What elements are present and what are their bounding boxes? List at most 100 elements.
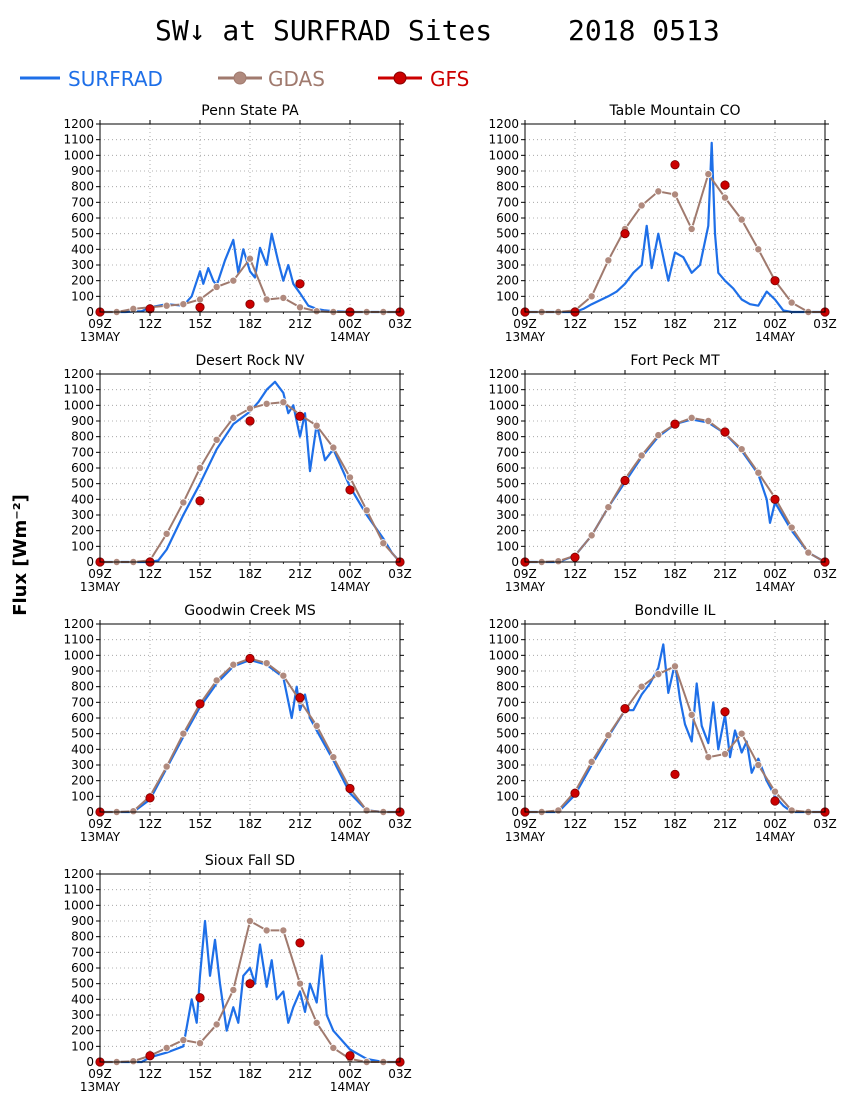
gdas-point <box>637 451 646 460</box>
gdas-point <box>554 557 563 566</box>
y-tick-label: 0 <box>86 305 94 319</box>
plot-frame-table-mountain-co <box>524 123 826 313</box>
panel-title-table-mountain-co: Table Mountain CO <box>608 103 740 119</box>
y-axis-label: Flux [Wm⁻²] <box>10 494 31 616</box>
gdas-point <box>229 413 238 422</box>
y-tick-label: 500 <box>71 977 94 991</box>
legend-surfrad-label: SURFRAD <box>68 67 163 91</box>
gfs-point <box>145 793 155 803</box>
x-tick-label: 09Z <box>88 317 112 331</box>
gdas-point <box>312 307 321 316</box>
y-tick-label: 900 <box>71 914 94 928</box>
gdas-point <box>262 295 271 304</box>
gfs-point <box>720 707 730 717</box>
gdas-point <box>295 979 304 988</box>
gfs-point <box>195 302 205 312</box>
x-date-label: 13MAY <box>80 580 121 594</box>
x-tick-label: 03Z <box>813 817 837 831</box>
panel-title-sioux-fall-sd: Sioux Fall SD <box>205 853 295 869</box>
x-tick-label: 21Z <box>288 1067 312 1081</box>
legend-gfs-marker <box>393 71 407 85</box>
gdas-point <box>279 671 288 680</box>
x-date-label: 14MAY <box>330 580 371 594</box>
y-tick-label: 600 <box>71 711 94 725</box>
gdas-point <box>179 1036 188 1045</box>
gdas-point <box>737 729 746 738</box>
legend-item-gdas: GDAS <box>218 67 325 91</box>
panel-title-penn-state-pa: Penn State PA <box>201 103 299 119</box>
x-date-label: 13MAY <box>505 580 546 594</box>
x-tick-label: 03Z <box>813 567 837 581</box>
y-tick-label: 300 <box>496 758 519 772</box>
gfs-point <box>195 496 205 506</box>
x-tick-label: 21Z <box>713 567 737 581</box>
y-tick-label: 1000 <box>63 398 94 412</box>
gdas-point <box>687 413 696 422</box>
gdas-point <box>312 421 321 430</box>
legend-gdas-marker <box>233 71 247 85</box>
gfs-point <box>145 1051 155 1061</box>
y-tick-label: 100 <box>71 539 94 553</box>
x-tick-label: 18Z <box>663 817 687 831</box>
y-tick-label: 800 <box>71 680 94 694</box>
x-tick-label: 09Z <box>88 1067 112 1081</box>
y-tick-label: 800 <box>71 180 94 194</box>
x-tick-label: 21Z <box>288 317 312 331</box>
gdas-point <box>787 523 796 532</box>
y-tick-label: 300 <box>71 508 94 522</box>
x-tick-label: 18Z <box>238 567 262 581</box>
x-tick-label: 03Z <box>388 817 412 831</box>
panel-title-desert-rock-nv: Desert Rock NV <box>196 353 305 369</box>
x-tick-label: 00Z <box>338 317 362 331</box>
gdas-point <box>687 224 696 233</box>
gfs-point <box>770 494 780 504</box>
gfs-point <box>620 229 630 239</box>
y-tick-label: 600 <box>496 711 519 725</box>
gdas-point <box>704 170 713 179</box>
gdas-point <box>312 1018 321 1027</box>
gfs-point <box>570 788 580 798</box>
gdas-point <box>687 710 696 719</box>
gdas-point <box>671 662 680 671</box>
gdas-point <box>129 304 138 313</box>
gdas-point <box>312 721 321 730</box>
y-tick-label: 1100 <box>488 133 519 147</box>
x-tick-label: 00Z <box>338 1067 362 1081</box>
x-tick-label: 00Z <box>338 817 362 831</box>
gfs-point <box>145 304 155 314</box>
x-tick-label: 21Z <box>288 817 312 831</box>
gdas-point <box>329 1043 338 1052</box>
gdas-point <box>279 398 288 407</box>
gdas-point <box>279 293 288 302</box>
y-tick-label: 200 <box>71 524 94 538</box>
x-date-label: 13MAY <box>505 830 546 844</box>
gdas-point <box>754 468 763 477</box>
y-tick-label: 1200 <box>488 367 519 381</box>
y-tick-label: 900 <box>71 164 94 178</box>
gdas-point <box>129 807 138 816</box>
x-tick-label: 21Z <box>288 567 312 581</box>
series-surfrad-line-goodwin-creek-ms <box>100 658 400 814</box>
y-tick-label: 300 <box>71 1008 94 1022</box>
gfs-point <box>670 419 680 429</box>
y-tick-label: 800 <box>71 930 94 944</box>
series-surfrad-line-table-mountain-co <box>525 141 825 314</box>
gfs-point <box>245 416 255 426</box>
y-tick-label: 800 <box>496 180 519 194</box>
gdas-point <box>721 193 730 202</box>
plot-frame-desert-rock-nv <box>99 373 401 563</box>
x-date-label: 13MAY <box>80 830 121 844</box>
gfs-point <box>345 485 355 495</box>
gdas-point <box>229 660 238 669</box>
gdas-point <box>587 757 596 766</box>
y-tick-label: 200 <box>496 274 519 288</box>
x-tick-label: 15Z <box>188 817 212 831</box>
y-tick-label: 700 <box>71 195 94 209</box>
x-tick-label: 15Z <box>188 1067 212 1081</box>
gfs-point <box>770 276 780 286</box>
x-tick-label: 03Z <box>813 317 837 331</box>
x-tick-label: 18Z <box>238 1067 262 1081</box>
